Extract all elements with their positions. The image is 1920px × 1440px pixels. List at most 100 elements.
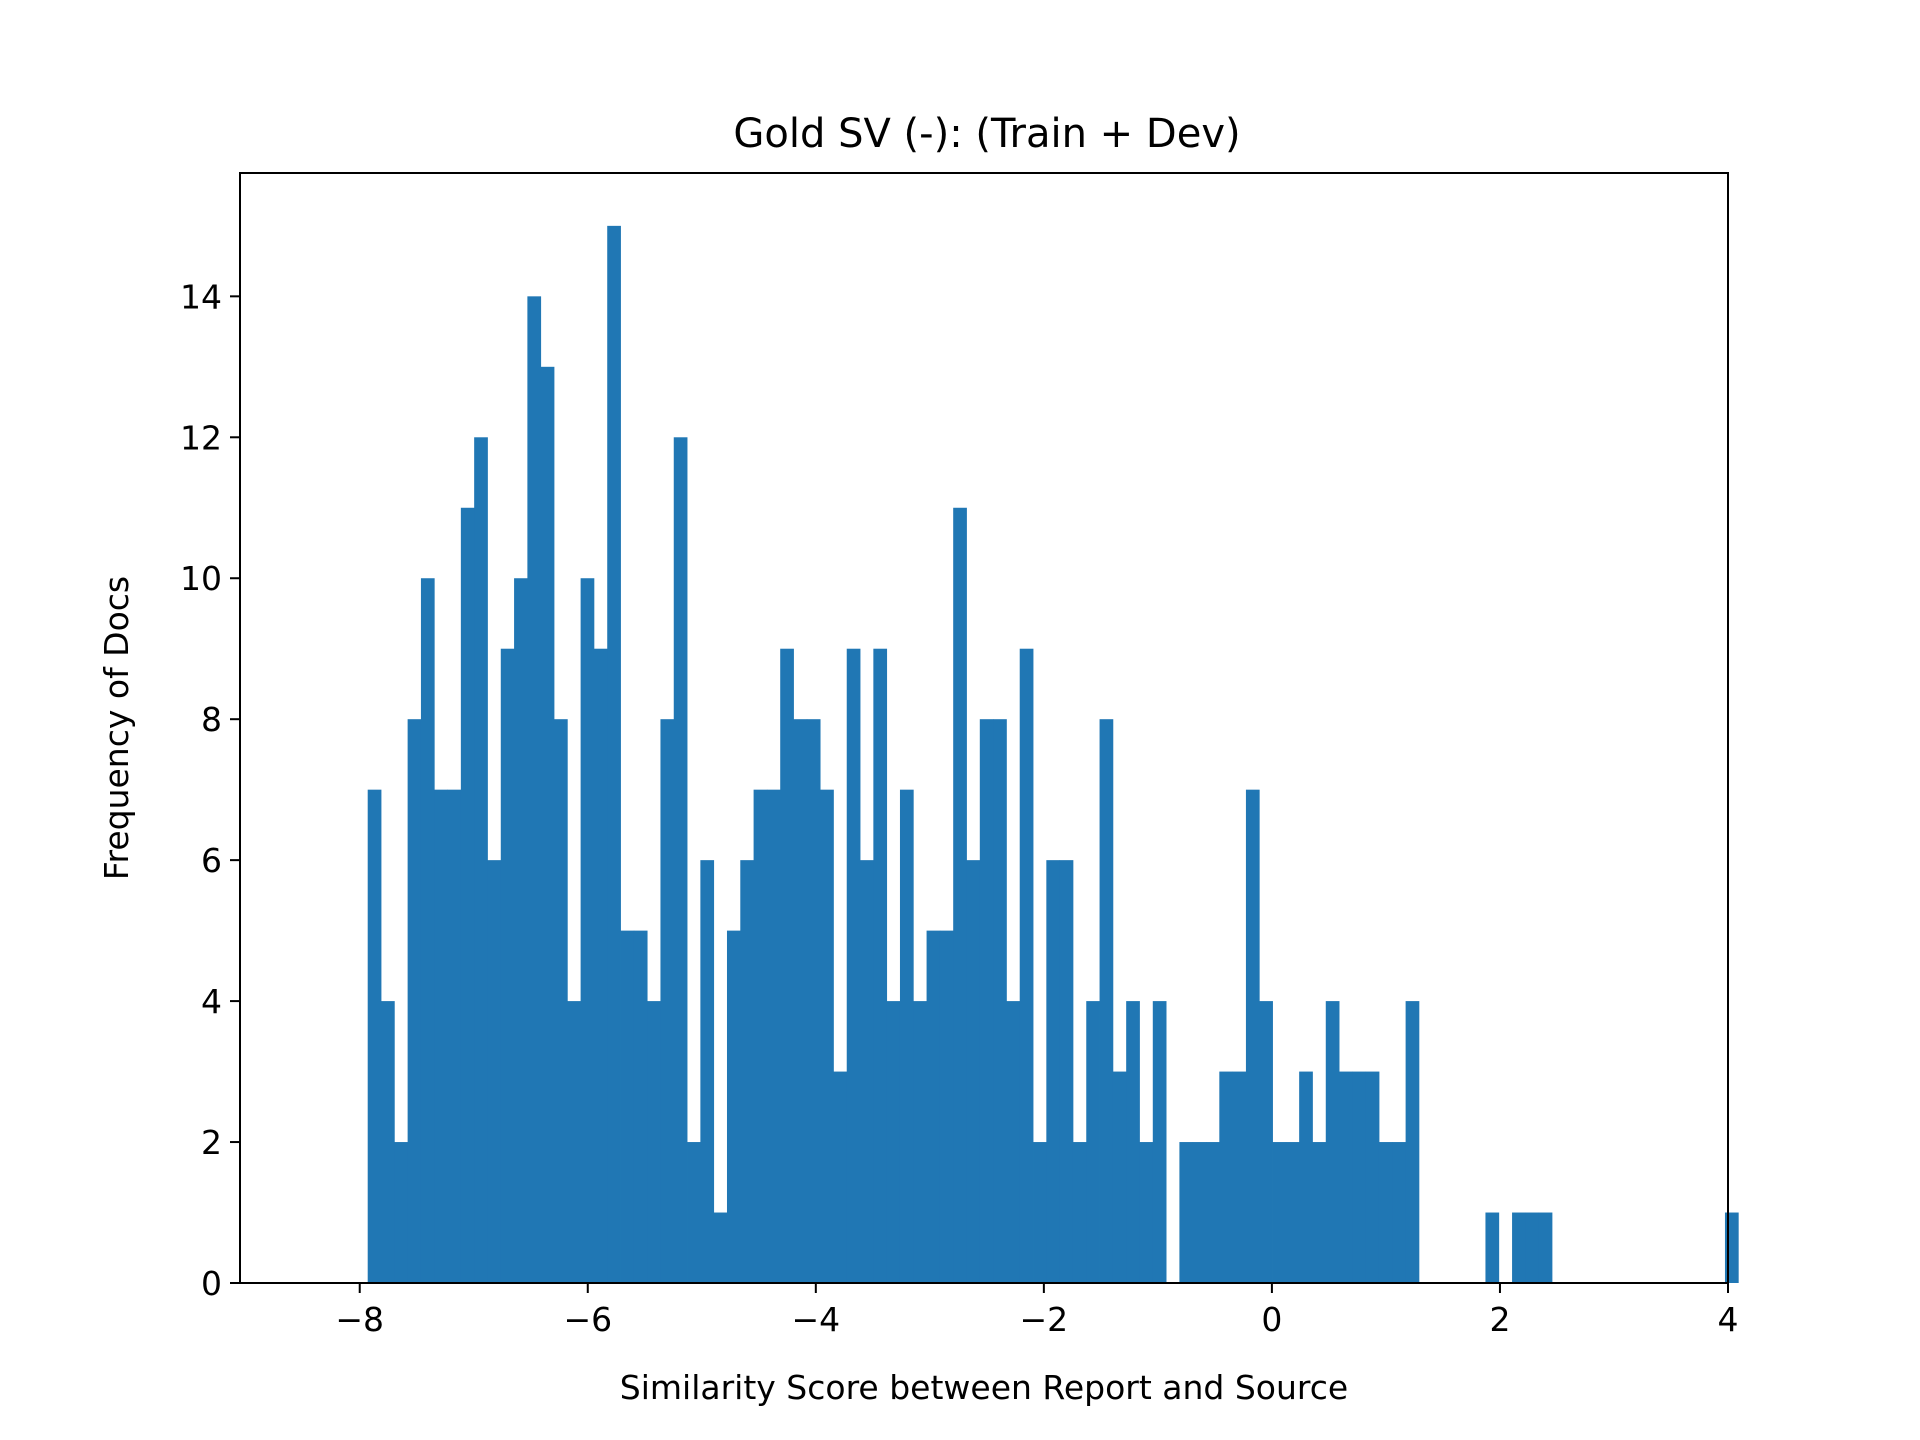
histogram-bar [1512, 1212, 1526, 1283]
histogram-bar [1299, 1071, 1313, 1283]
y-tick-label: 12 [180, 418, 222, 457]
histogram-bar [1339, 1071, 1353, 1283]
histogram-bar [381, 1001, 395, 1283]
y-axis-label: Frequency of Docs [97, 576, 136, 880]
histogram-bar [886, 1001, 901, 1283]
histogram-bar [1033, 1142, 1047, 1283]
y-tick-label: 4 [201, 982, 222, 1021]
histogram-bar [1352, 1071, 1367, 1283]
histogram-bar [966, 860, 981, 1283]
histogram-bar [1272, 1142, 1287, 1283]
histogram-bar [407, 719, 422, 1283]
histogram-bar [1192, 1142, 1207, 1283]
x-tick-label: 2 [1489, 1300, 1510, 1339]
histogram-bar [1485, 1212, 1500, 1283]
histogram-bar [567, 1001, 582, 1283]
histogram-bar [1059, 860, 1074, 1283]
histogram-bar [740, 860, 754, 1283]
histogram-bar [474, 437, 488, 1283]
histogram-bar [979, 719, 994, 1283]
histogram-bar [434, 789, 448, 1283]
histogram-bar [1072, 1142, 1087, 1283]
histogram-bar [1378, 1142, 1393, 1283]
y-tick-label: 8 [201, 700, 222, 739]
y-tick-label: 0 [201, 1264, 222, 1303]
histogram-bar [1538, 1212, 1553, 1283]
histogram-bar [1525, 1212, 1540, 1283]
histogram-bar [514, 578, 528, 1283]
y-tick-label: 6 [201, 841, 222, 880]
histogram-bar [1152, 1001, 1167, 1283]
histogram-bar [620, 930, 635, 1283]
histogram-bar [1325, 1001, 1340, 1283]
histogram-bar [1312, 1142, 1327, 1283]
histogram-bar [899, 789, 914, 1283]
histogram-bar [1405, 1001, 1420, 1283]
x-tick-label: 0 [1261, 1300, 1282, 1339]
histogram-bar [607, 225, 621, 1283]
x-tick-label: −8 [335, 1300, 384, 1339]
histogram-bar [1139, 1142, 1154, 1283]
histogram-bar [766, 789, 781, 1283]
histogram-bar [673, 437, 688, 1283]
histogram-bar [460, 507, 475, 1283]
histogram-bar [700, 860, 715, 1283]
x-tick-label: −4 [791, 1300, 840, 1339]
x-tick-label: 4 [1718, 1300, 1739, 1339]
histogram-bar [926, 930, 941, 1283]
histogram-bars [367, 225, 1739, 1283]
chart-title: Gold SV (-): (Train + Dev) [733, 111, 1240, 157]
histogram-bar [1245, 789, 1260, 1283]
histogram-bar [1126, 1001, 1140, 1283]
histogram-bar [1206, 1142, 1220, 1283]
y-axis-ticks: 0 2 4 6 8 10 12 14 [180, 277, 240, 1303]
x-axis-ticks: −8 −6 −4 −2 0 2 4 [335, 1283, 1739, 1339]
x-axis-label: Similarity Score between Report and Sour… [620, 1368, 1348, 1407]
histogram-bar [553, 719, 568, 1283]
histogram-bar [394, 1142, 409, 1283]
histogram-bar [873, 648, 888, 1283]
histogram-bar [1219, 1071, 1234, 1283]
histogram-bar [1086, 1001, 1100, 1283]
histogram-bar [447, 789, 462, 1283]
y-tick-label: 2 [201, 1123, 222, 1162]
histogram-bar [793, 719, 808, 1283]
histogram-bar [713, 1212, 728, 1283]
histogram-bar [1019, 648, 1034, 1283]
histogram-bar [753, 789, 768, 1283]
histogram-bar [860, 860, 874, 1283]
histogram-bar [1099, 719, 1114, 1283]
histogram-bar [1232, 1071, 1247, 1283]
histogram-bar [913, 1001, 927, 1283]
histogram-bar [527, 296, 542, 1283]
histogram-bar [1259, 1001, 1273, 1283]
histogram-bar [1112, 1071, 1127, 1283]
histogram-bar [500, 648, 515, 1283]
histogram-bar [593, 648, 608, 1283]
histogram-bar [647, 1001, 661, 1283]
histogram-bar [953, 507, 967, 1283]
histogram-bar [1392, 1142, 1407, 1283]
y-tick-label: 10 [180, 559, 222, 598]
histogram-bar [1285, 1142, 1300, 1283]
histogram-bar [1365, 1071, 1380, 1283]
histogram-bar [820, 789, 834, 1283]
histogram-bar [993, 719, 1007, 1283]
histogram-bar [806, 719, 821, 1283]
histogram-bar [1006, 1001, 1021, 1283]
histogram-bar [487, 860, 502, 1283]
y-tick-label: 14 [180, 277, 222, 316]
x-tick-label: −2 [1020, 1300, 1069, 1339]
histogram-bar [939, 930, 954, 1283]
x-tick-label: −6 [563, 1300, 612, 1339]
histogram-bar [367, 789, 382, 1283]
histogram-bar [846, 648, 861, 1283]
histogram-bar [780, 648, 794, 1283]
histogram-bar [633, 930, 648, 1283]
histogram-bar [540, 366, 555, 1283]
histogram-bar [687, 1142, 701, 1283]
histogram-bar [1179, 1142, 1194, 1283]
histogram-bar [833, 1071, 848, 1283]
histogram-bar [420, 578, 435, 1283]
